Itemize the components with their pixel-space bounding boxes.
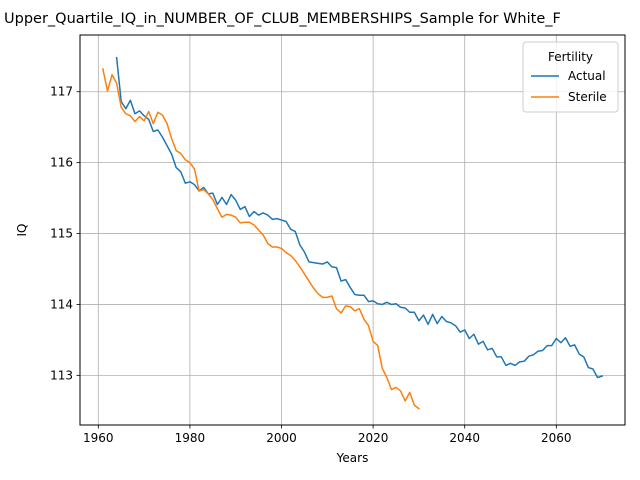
x-tick-label: 2000: [266, 431, 297, 445]
x-tick-label: 1980: [175, 431, 206, 445]
y-tick-label: 116: [50, 156, 73, 170]
x-axis-label: Years: [336, 451, 369, 465]
chart-title: Upper_Quartile_IQ_in_NUMBER_OF_CLUB_MEMB…: [4, 11, 561, 27]
y-tick-label: 117: [50, 85, 73, 99]
axis-ticks: 1960 1980 2000 2020 2040 2060 113 114 115 116 117: [50, 85, 571, 445]
series-group: [102, 56, 604, 410]
y-tick-label: 115: [50, 227, 73, 241]
legend-label-actual: Actual: [568, 69, 606, 83]
legend: Fertility Actual Sterile: [522, 41, 619, 113]
y-axis-label: IQ: [15, 224, 29, 237]
legend-items: Actual Sterile: [531, 69, 607, 104]
y-tick-label: 113: [50, 368, 73, 382]
x-tick-label: 1960: [83, 431, 114, 445]
legend-title: Fertility: [548, 50, 593, 64]
y-tick-label: 114: [50, 297, 73, 311]
x-tick-label: 2060: [541, 431, 572, 445]
legend-label-sterile: Sterile: [568, 90, 607, 104]
plot-frame: [79, 34, 626, 426]
series-line-actual: [115, 56, 604, 379]
legend-box: [522, 41, 619, 113]
x-tick-label: 2020: [358, 431, 389, 445]
series-line-sterile: [102, 68, 420, 410]
x-tick-label: 2040: [449, 431, 480, 445]
